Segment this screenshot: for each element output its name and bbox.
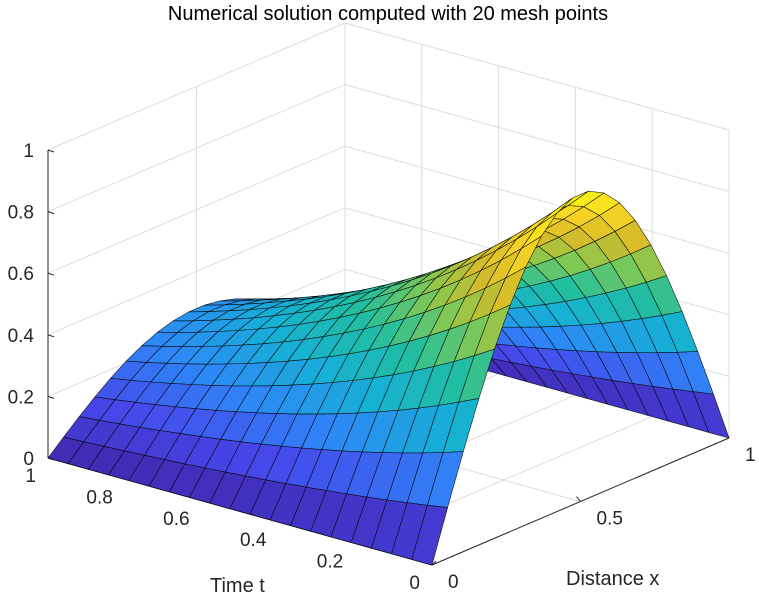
x-axis-label: Distance x [566,568,659,590]
t-tick-label: 0.6 [163,509,189,530]
chart-title: Numerical solution computed with 20 mesh… [168,3,608,25]
t-tick-label: 1 [25,466,36,487]
t-tick-label: 0.2 [317,552,343,573]
surface-face [411,504,448,566]
z-tick-label: 0.6 [8,264,34,285]
z-tick-label: 0 [23,449,34,470]
grid-line [344,22,730,131]
t-tick-mark [431,560,437,566]
z-tick-mark [47,149,55,153]
x-tick-labels: 00.51 [448,445,756,593]
z-tick-label: 0.4 [8,326,35,347]
z-tick-labels: 0 0.2 0.4 0.6 0.8 1 [8,141,35,470]
surface-mesh [47,190,730,566]
t-tick-labels: 0 0.2 0.4 0.6 0.8 1 [25,466,420,594]
t-tick-label: 0.4 [240,530,267,551]
x-tick-mark [576,496,581,502]
x-tick-label: 0 [448,572,459,593]
z-tick-mark [47,395,55,399]
x-tick-label: 0.5 [597,509,623,530]
z-tick-label: 0.2 [8,387,34,408]
z-tick-mark [47,334,55,338]
x-tick-label: 1 [745,445,756,466]
z-tick-mark [47,211,55,215]
z-tick-label: 0.8 [8,203,34,224]
grid-line [344,84,730,193]
z-tick-label: 1 [23,141,34,162]
t-axis-label: Time t [210,575,265,595]
t-tick-label: 0.8 [86,487,112,508]
t-tick-label: 0 [409,573,420,594]
grid-line [344,145,730,254]
z-tick-mark [47,272,55,276]
